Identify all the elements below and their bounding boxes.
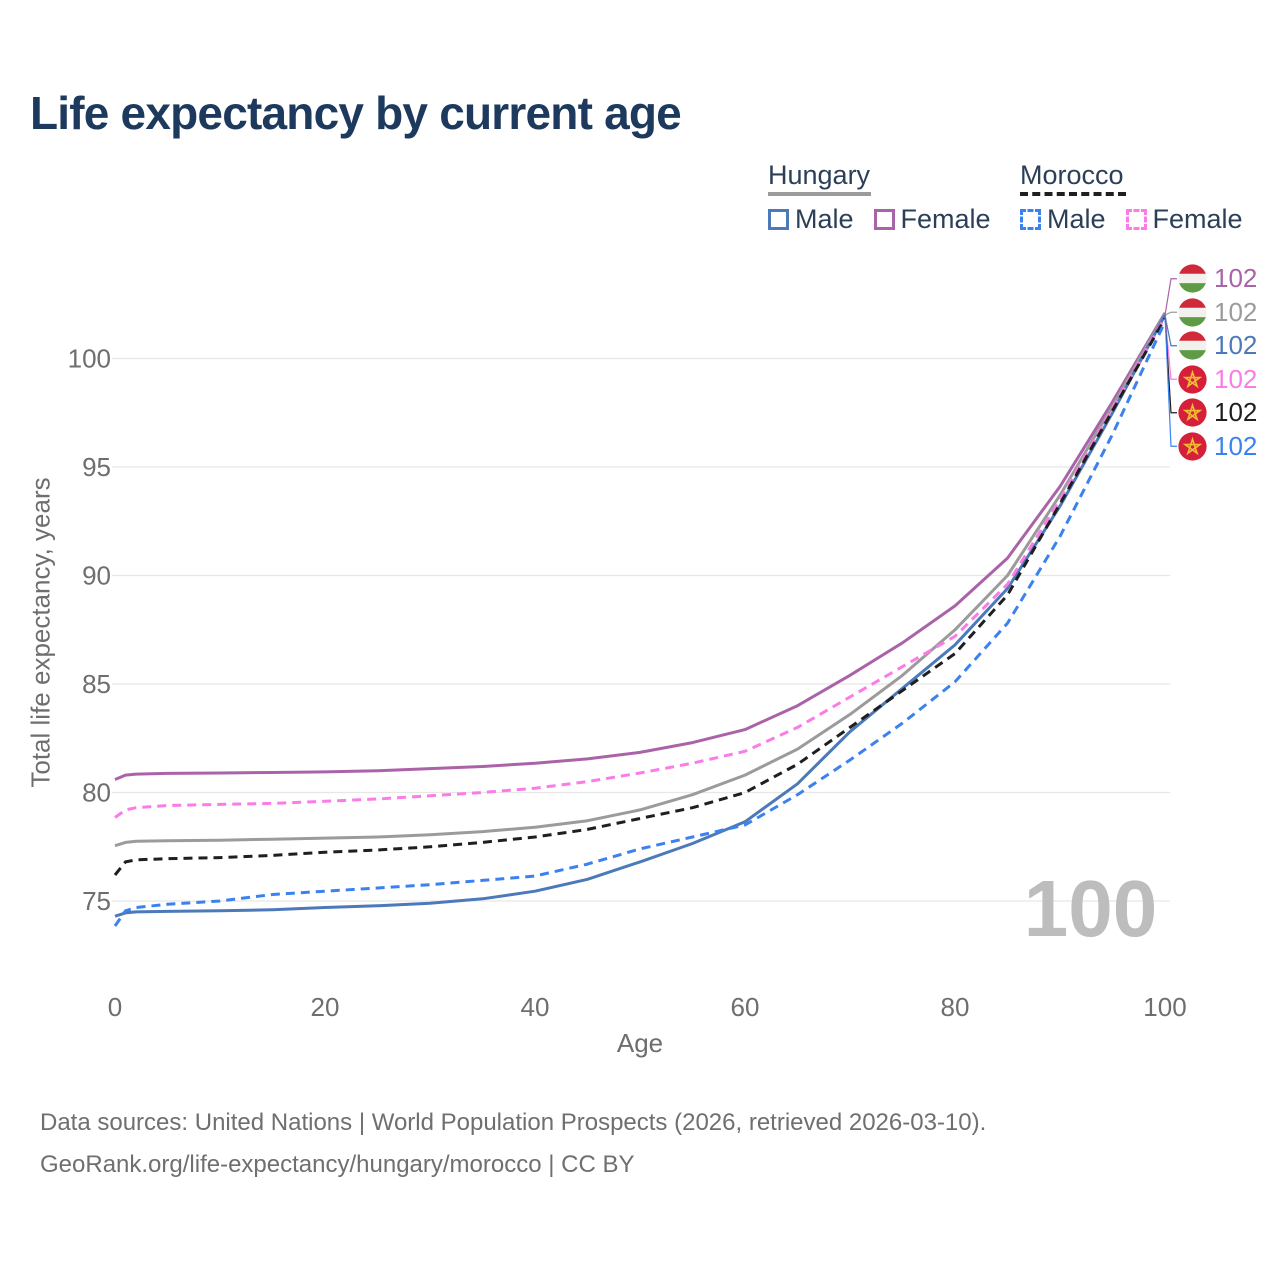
endpoint-value: 102 — [1214, 430, 1258, 461]
hungary-flag-icon — [1178, 264, 1207, 293]
legend-country-morocco[interactable]: Morocco — [1020, 160, 1243, 196]
chart-title: Life expectancy by current age — [30, 87, 682, 139]
series-morocco-total[interactable] — [113, 317, 1167, 876]
morocco-flag-icon — [1178, 398, 1207, 427]
hungary-male-swatch — [768, 209, 789, 230]
y-tick-label: 90 — [82, 561, 111, 591]
legend-label-morocco-female: Female — [1152, 204, 1243, 234]
endpoint-connector — [1164, 315, 1177, 447]
y-tick-label: 100 — [68, 344, 111, 374]
endpoint-value: 102 — [1214, 263, 1258, 294]
x-axis-title: Age — [616, 1028, 664, 1058]
legend-item-morocco-female[interactable]: Female — [1125, 204, 1243, 235]
endpoint-value: 102 — [1214, 330, 1258, 361]
x-tick-label: 60 — [731, 992, 760, 1022]
x-tick-label: 0 — [108, 992, 122, 1022]
hungary-total-line-swatch — [768, 192, 871, 196]
legend-group-hungary: Hungary Male Female — [768, 160, 991, 235]
series-hungary-total[interactable] — [114, 313, 1167, 848]
series-morocco-female[interactable] — [114, 316, 1167, 819]
hover-age-watermark: 100 — [1023, 864, 1158, 953]
hungary-flag-icon — [1178, 298, 1207, 327]
x-tick-label: 100 — [1143, 992, 1186, 1022]
legend-label-hungary-female: Female — [900, 204, 991, 234]
endpoint-label-row: 102 — [1178, 363, 1257, 397]
legend-item-hungary-male[interactable]: Male — [768, 204, 854, 235]
legend-item-hungary-female[interactable]: Female — [873, 204, 991, 235]
legend-label-hungary-male: Male — [795, 204, 854, 234]
legend-label-morocco-male: Male — [1047, 204, 1106, 234]
footer-line-2: GeoRank.org/life-expectancy/hungary/moro… — [40, 1151, 635, 1178]
morocco-flag-icon — [1178, 432, 1207, 461]
x-tick-label: 20 — [311, 992, 340, 1022]
endpoint-connector — [1164, 278, 1177, 316]
y-tick-label: 75 — [82, 886, 111, 916]
footer-line-1: Data sources: United Nations | World Pop… — [40, 1109, 987, 1136]
y-tick-label: 85 — [82, 669, 111, 699]
y-axis-title: Total life expectancy, years — [25, 477, 56, 788]
x-tick-label: 40 — [521, 992, 550, 1022]
legend-country-label-hungary: Hungary — [768, 160, 871, 190]
morocco-female-swatch — [1125, 209, 1147, 230]
series-hungary-female[interactable] — [114, 312, 1167, 781]
endpoint-connector — [1164, 314, 1177, 347]
endpoint-value: 102 — [1214, 363, 1258, 394]
hungary-female-swatch — [873, 209, 895, 230]
y-tick-label: 80 — [82, 778, 111, 808]
legend-country-hungary[interactable]: Hungary — [768, 160, 991, 196]
hungary-flag-icon — [1178, 331, 1207, 360]
endpoint-label-row: 102 — [1178, 262, 1257, 296]
series-hungary-male[interactable] — [114, 314, 1167, 918]
endpoint-label-row: 102 — [1178, 296, 1257, 330]
footer: Data sources: United Nations | World Pop… — [40, 1102, 986, 1186]
endpoint-connector — [1164, 315, 1177, 380]
series-morocco-male[interactable] — [113, 320, 1167, 927]
endpoint-label-row: 102 — [1178, 396, 1257, 430]
legend-item-morocco-male[interactable]: Male — [1020, 204, 1106, 235]
legend-country-label-morocco: Morocco — [1020, 160, 1124, 190]
endpoint-connector — [1164, 311, 1177, 316]
legend-group-morocco: Morocco Male Female — [1020, 160, 1243, 235]
endpoint-value: 102 — [1214, 296, 1258, 327]
endpoint-labels: 102 102 102 — [1178, 262, 1257, 463]
y-tick-label: 95 — [82, 452, 111, 482]
x-tick-label: 80 — [941, 992, 970, 1022]
endpoint-label-row: 102 — [1178, 430, 1257, 464]
endpoint-value: 102 — [1214, 397, 1258, 428]
endpoint-label-row: 102 — [1178, 329, 1257, 363]
morocco-total-line-swatch — [1020, 192, 1126, 196]
morocco-flag-icon — [1178, 365, 1207, 394]
morocco-male-swatch — [1020, 209, 1041, 230]
